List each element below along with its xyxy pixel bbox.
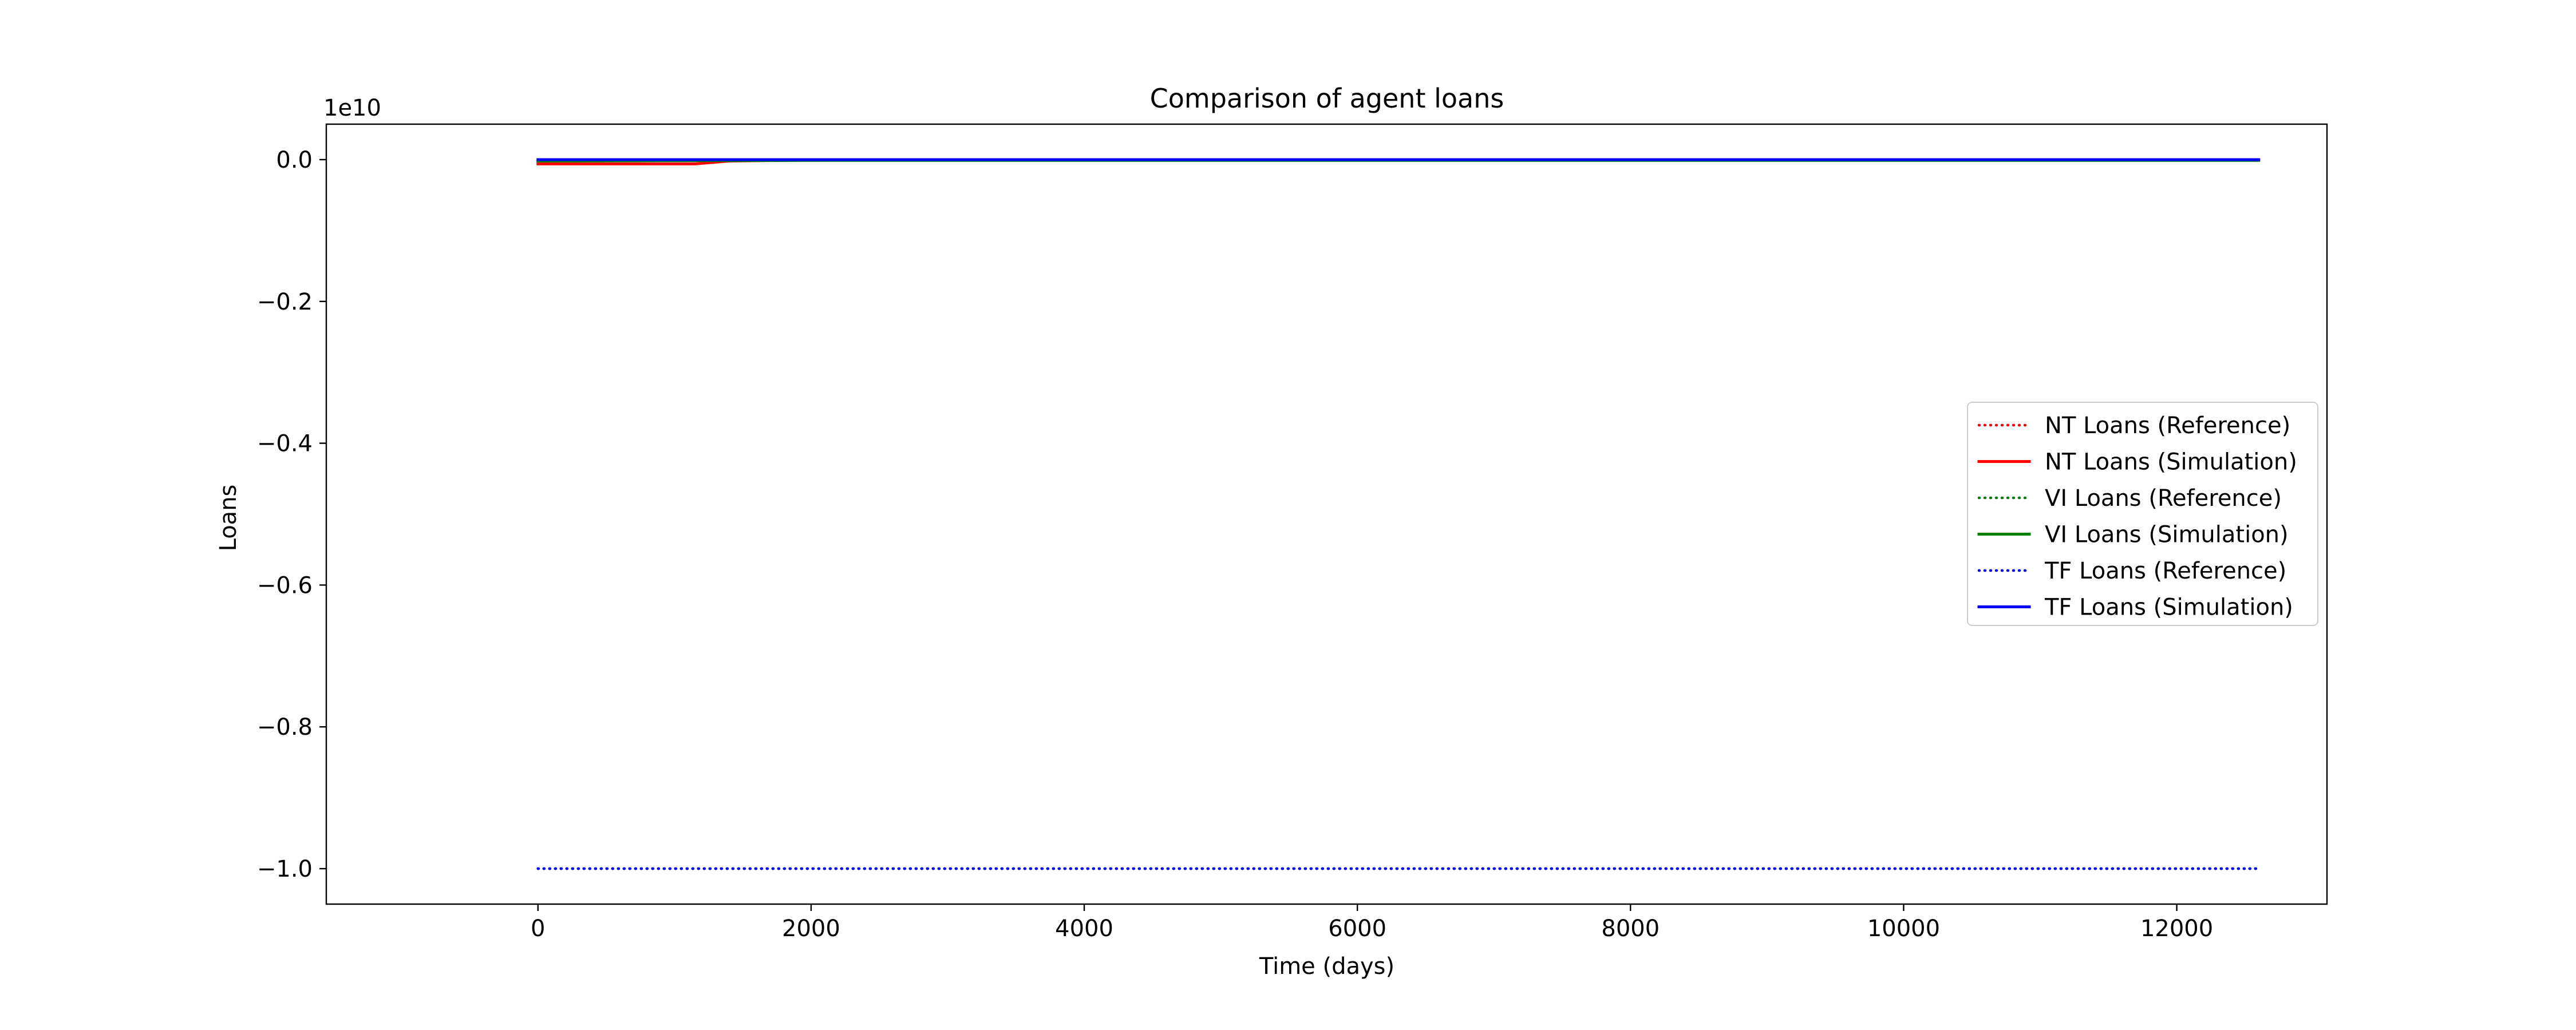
x-tick-label: 6000 <box>1328 916 1386 942</box>
legend-box <box>1967 402 2318 626</box>
chart-title: Comparison of agent loans <box>1150 83 1504 114</box>
y-tick-label: −0.6 <box>257 572 313 599</box>
x-axis-label: Time (days) <box>1259 953 1394 980</box>
series-layer <box>536 158 2261 870</box>
y-axis-ticks: 0.0 −0.2 −0.4 −0.6 −0.8 −1.0 <box>257 147 326 882</box>
x-tick-label: 8000 <box>1601 916 1660 942</box>
legend-label: VI Loans (Simulation) <box>2045 522 2289 548</box>
y-axis-label: Loans <box>215 485 242 552</box>
legend-label: TF Loans (Reference) <box>2044 558 2286 584</box>
legend-label: NT Loans (Reference) <box>2045 413 2290 439</box>
x-tick-label: 4000 <box>1055 916 1113 942</box>
legend-label: VI Loans (Reference) <box>2045 485 2282 512</box>
y-tick-label: −1.0 <box>257 856 313 882</box>
x-tick-label: 12000 <box>2140 916 2213 942</box>
y-tick-label: 0.0 <box>276 147 313 173</box>
x-axis-ticks: 0 2000 4000 6000 8000 10000 12000 <box>531 904 2213 942</box>
x-tick-label: 0 <box>531 916 545 942</box>
y-tick-label: −0.2 <box>257 289 313 315</box>
legend-label: TF Loans (Simulation) <box>2044 595 2293 621</box>
y-axis-offset-label: 1e10 <box>323 95 381 121</box>
legend: NT Loans (Reference) NT Loans (Simulation… <box>1967 402 2318 626</box>
legend-label: NT Loans (Simulation) <box>2045 449 2297 476</box>
x-tick-label: 10000 <box>1867 916 1940 942</box>
y-tick-label: −0.4 <box>257 431 313 457</box>
x-tick-label: 2000 <box>782 916 840 942</box>
y-tick-label: −0.8 <box>257 714 313 740</box>
plot-area-frame <box>325 123 2328 905</box>
